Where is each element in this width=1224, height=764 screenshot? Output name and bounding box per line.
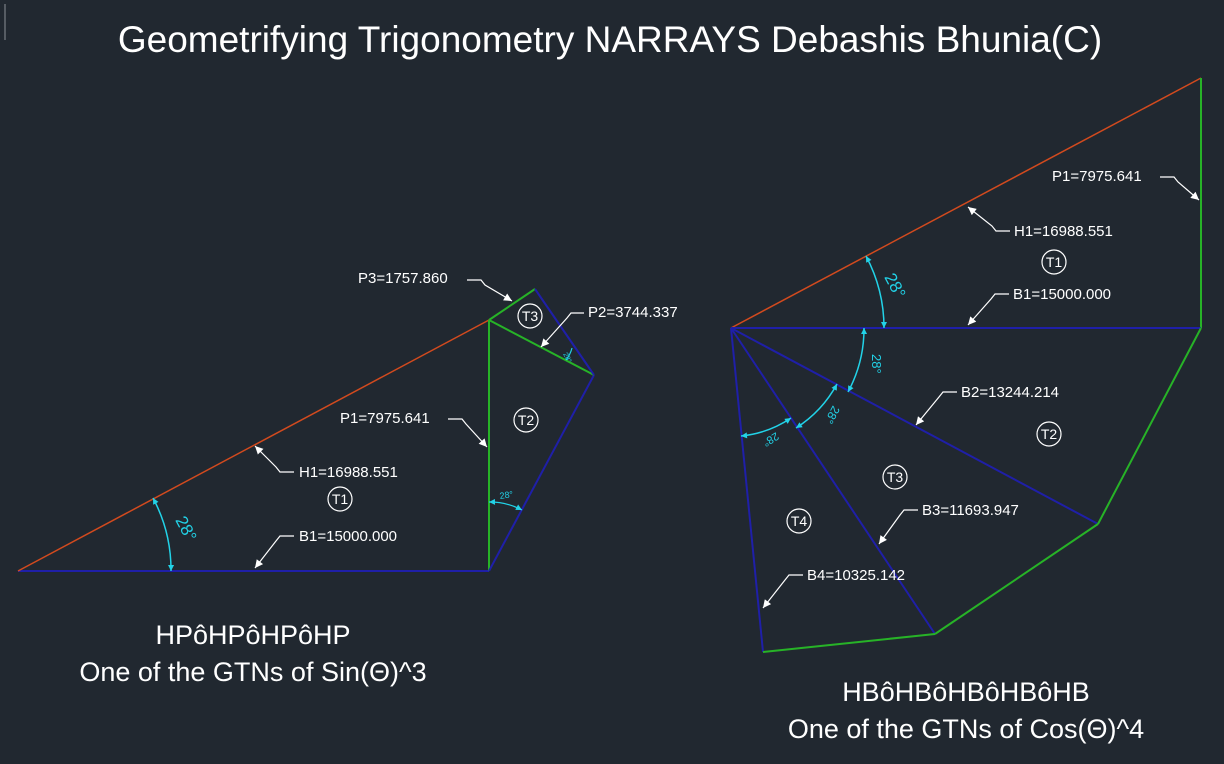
left-p3-label: P3=1757.860 [358, 270, 448, 287]
left-angle-label-t2: 28° [499, 489, 514, 501]
right-t3-tag [882, 464, 908, 490]
right-p1-label: P1=7975.641 [1052, 168, 1142, 185]
right-t2-perpendicular [1097, 327, 1202, 525]
right-angle-arc-t3 [795, 383, 838, 429]
left-b1-label: B1=15000.000 [299, 528, 397, 545]
right-t2-tag [1036, 421, 1062, 447]
right-caption-line1: HBôHBôHBôHBôHB [842, 677, 1090, 707]
left-t1-tag-label: T1 [332, 491, 349, 507]
left-angle-arc-t2 [488, 498, 523, 511]
right-b2-label: B2=13244.214 [961, 384, 1059, 401]
left-p1-leader [448, 418, 488, 448]
left-h1-label: H1=16988.551 [299, 464, 398, 481]
right-angle-label-t3: 28° [822, 404, 843, 427]
right-b3-label: B3=11693.947 [922, 502, 1019, 519]
left-angle-arc-t1 [152, 497, 175, 572]
right-angle-label-t1: 28° [880, 270, 909, 302]
right-b4-label: B4=10325.142 [807, 567, 905, 584]
right-caption-line2: One of the GTNs of Cos(Θ)^4 [788, 714, 1144, 744]
right-t2-tag-label: T2 [1041, 426, 1058, 442]
left-t3-tag-label: T3 [522, 308, 539, 324]
left-p1-label: P1=7975.641 [340, 410, 430, 427]
left-figure: 28° 28° 28° P3=1757.860 P2=3744.337 P1=7… [17, 270, 678, 687]
diagram-title: Geometrifying Trigonometry NARRAYS Debas… [118, 19, 1102, 60]
left-caption-line2: One of the GTNs of Sin(Θ)^3 [79, 657, 426, 687]
right-t1-tag [1041, 249, 1067, 275]
right-b1-label: B1=15000.000 [1013, 286, 1111, 303]
right-b4-leader [762, 574, 803, 609]
left-t2-tag [513, 407, 539, 433]
right-t1-hypotenuse [730, 77, 1202, 329]
right-t4-tag [786, 508, 812, 534]
right-b3-leader [878, 509, 918, 545]
right-t4-base [730, 327, 764, 653]
left-t2-tag-label: T2 [518, 412, 535, 428]
right-angle-label-t4: 28° [760, 429, 780, 448]
right-t4-perpendicular [762, 633, 936, 653]
left-p2-leader [540, 312, 584, 348]
left-angle-arc-t3 [565, 347, 573, 361]
right-t3-base [730, 327, 936, 635]
left-t3-tag [517, 303, 543, 329]
right-h1-label: H1=16988.551 [1014, 223, 1113, 240]
right-h1-leader [967, 206, 1010, 232]
left-h1-leader [254, 445, 294, 473]
right-t3-perpendicular [934, 523, 1099, 635]
right-angle-label-t2: 28° [869, 354, 884, 374]
right-angle-arc-t1 [865, 255, 887, 329]
right-figure: 28° 28° 28° 28° P1=7975.641 H1=16988.551… [730, 77, 1202, 744]
left-b1-leader [254, 535, 294, 569]
right-angle-arc-t2 [847, 327, 868, 393]
left-t3-hypotenuse [534, 288, 595, 376]
right-t3-tag-label: T3 [887, 469, 904, 485]
left-p2-label: P2=3744.337 [588, 304, 678, 321]
left-t2-perpendicular [488, 319, 595, 376]
left-t2-hypotenuse [488, 374, 595, 572]
left-caption-line1: HPôHPôHPôHP [155, 620, 350, 650]
right-b2-leader [915, 391, 957, 426]
left-p3-leader [467, 279, 513, 302]
left-t1-tag [327, 486, 353, 512]
right-angle-arc-t4 [740, 417, 792, 439]
right-t4-tag-label: T4 [791, 513, 808, 529]
right-p1-leader [1160, 176, 1200, 201]
right-t2-base [730, 327, 1099, 525]
right-t1-tag-label: T1 [1046, 254, 1063, 270]
left-t3-perpendicular [488, 288, 536, 321]
left-t1-hypotenuse [17, 319, 490, 572]
right-b1-leader [967, 293, 1009, 326]
left-angle-label-t1: 28° [171, 513, 200, 545]
